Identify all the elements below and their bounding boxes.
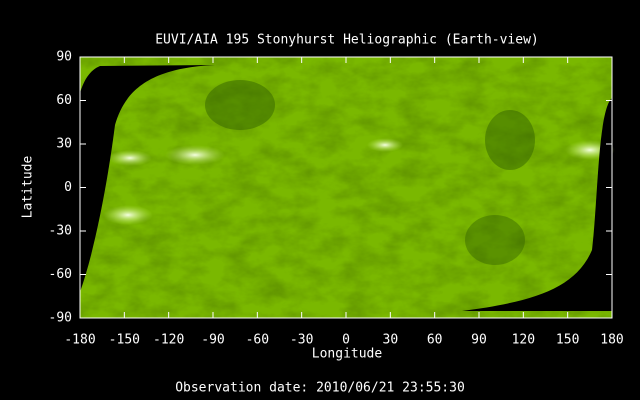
- x-tick-label: -120: [153, 333, 184, 348]
- bright-region: [165, 145, 225, 165]
- dark-region: [485, 110, 535, 170]
- x-tick-label: -30: [290, 333, 313, 348]
- dark-region: [205, 80, 275, 130]
- dark-region: [465, 215, 525, 265]
- x-tick-label: 180: [600, 333, 623, 348]
- y-tick-label: -60: [49, 267, 72, 282]
- off-disk-region: [462, 98, 612, 311]
- footer: Observation date: 2010/06/21 23:55:30: [175, 381, 465, 396]
- y-tick-label: -90: [49, 311, 72, 326]
- chart-title: EUVI/AIA 195 Stonyhurst Heliographic (Ea…: [155, 33, 539, 48]
- y-tick-label: 0: [64, 180, 72, 195]
- y-axis-label: Latitude: [21, 156, 36, 219]
- y-tick-label: 90: [56, 50, 72, 65]
- map-texture: [80, 57, 612, 318]
- x-tick-label: 120: [512, 333, 535, 348]
- bright-region: [367, 138, 403, 152]
- x-tick-label: 60: [427, 333, 443, 348]
- x-tick-label: -150: [109, 333, 140, 348]
- off-disk-region: [80, 65, 215, 292]
- x-tick-label: -180: [64, 333, 95, 348]
- x-tick-label: 30: [383, 333, 399, 348]
- solar-map: [79, 56, 615, 319]
- bright-region: [108, 150, 152, 166]
- x-axis-label: Longitude: [312, 347, 383, 362]
- x-tick-label: 150: [556, 333, 579, 348]
- x-tick-label: 0: [342, 333, 350, 348]
- y-tick-label: 60: [56, 93, 72, 108]
- x-tick-label: -60: [246, 333, 269, 348]
- y-tick-label: -30: [49, 224, 72, 239]
- x-tick-label: -90: [201, 333, 224, 348]
- bright-region: [103, 205, 153, 225]
- x-tick-label: 90: [471, 333, 487, 348]
- y-tick-label: 30: [56, 137, 72, 152]
